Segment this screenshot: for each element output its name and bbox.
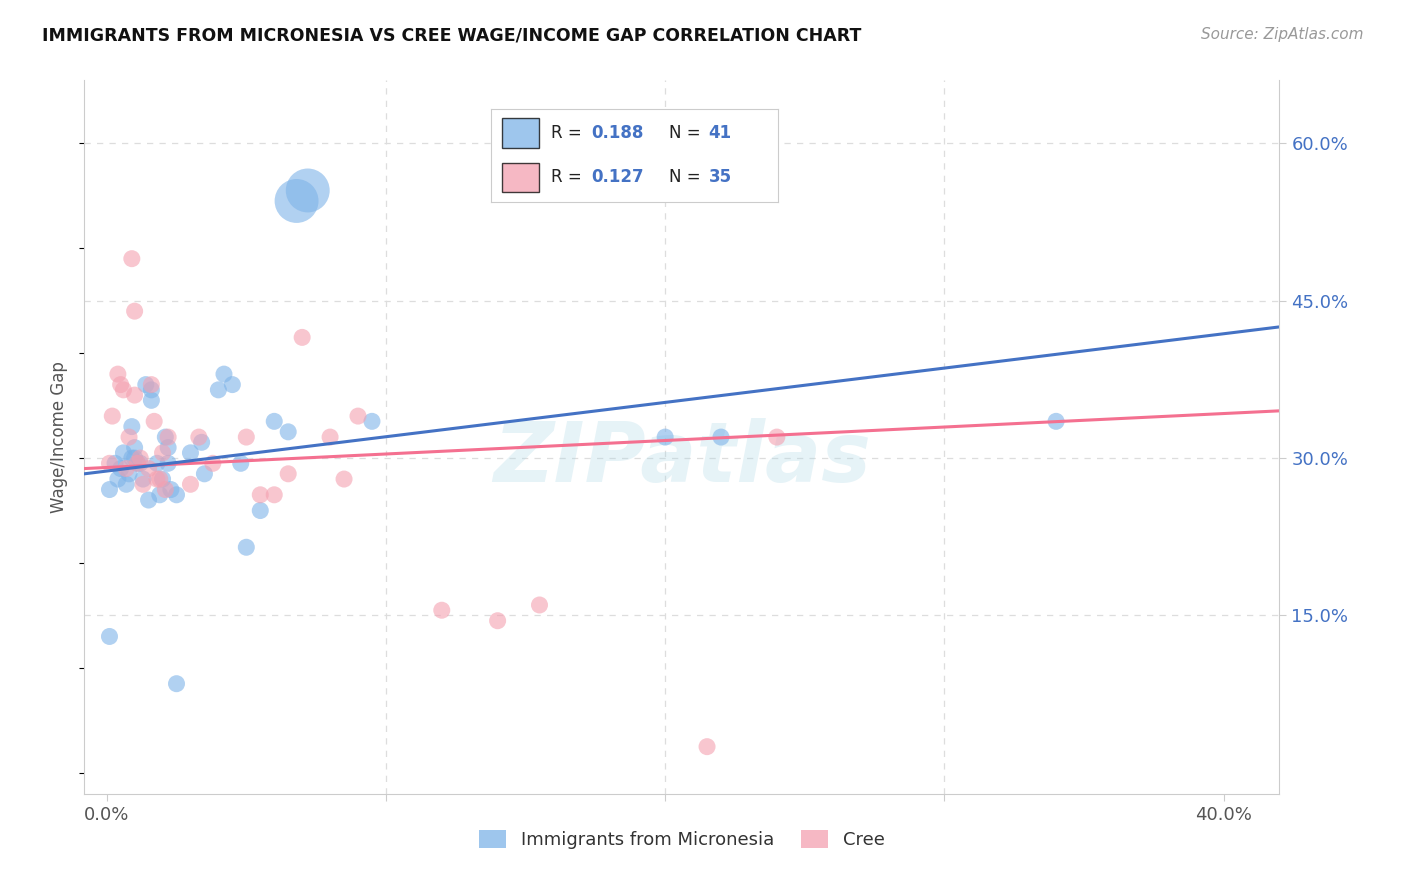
- Point: [121, 419, 143, 434]
- Point: [157, 430, 180, 444]
- Point: [297, 184, 319, 198]
- Point: [529, 598, 551, 612]
- Point: [141, 383, 163, 397]
- Point: [104, 456, 127, 470]
- Point: [179, 446, 201, 460]
- Point: [430, 603, 453, 617]
- Point: [132, 472, 155, 486]
- Point: [212, 367, 235, 381]
- Text: ZIPatlas: ZIPatlas: [494, 418, 870, 499]
- Point: [98, 483, 121, 497]
- Point: [110, 461, 132, 475]
- Point: [347, 409, 370, 423]
- Point: [127, 456, 149, 470]
- Point: [115, 461, 138, 475]
- Point: [146, 456, 169, 470]
- Text: Source: ZipAtlas.com: Source: ZipAtlas.com: [1201, 27, 1364, 42]
- Point: [190, 435, 212, 450]
- Point: [249, 503, 271, 517]
- Point: [193, 467, 215, 481]
- Point: [285, 194, 308, 208]
- Point: [291, 330, 314, 344]
- Point: [361, 414, 384, 428]
- Point: [127, 456, 149, 470]
- Point: [710, 430, 733, 444]
- Point: [121, 252, 143, 266]
- Point: [766, 430, 789, 444]
- Point: [118, 430, 141, 444]
- Point: [132, 477, 155, 491]
- Point: [277, 467, 299, 481]
- Y-axis label: Wage/Income Gap: Wage/Income Gap: [51, 361, 69, 513]
- Point: [124, 388, 146, 402]
- Point: [141, 393, 163, 408]
- Point: [115, 477, 138, 491]
- Point: [157, 456, 180, 470]
- Point: [138, 461, 160, 475]
- Point: [101, 409, 124, 423]
- Point: [124, 441, 146, 455]
- Point: [157, 441, 180, 455]
- Point: [107, 472, 129, 486]
- Point: [263, 488, 285, 502]
- Point: [229, 456, 252, 470]
- Point: [135, 377, 157, 392]
- Point: [179, 477, 201, 491]
- Point: [129, 456, 152, 470]
- Point: [152, 446, 174, 460]
- Point: [486, 614, 509, 628]
- Point: [149, 488, 172, 502]
- Point: [249, 488, 271, 502]
- Point: [1045, 414, 1067, 428]
- Legend: Immigrants from Micronesia, Cree: Immigrants from Micronesia, Cree: [472, 822, 891, 856]
- Point: [277, 425, 299, 439]
- Point: [319, 430, 342, 444]
- Point: [143, 414, 166, 428]
- Point: [155, 483, 177, 497]
- Point: [654, 430, 676, 444]
- Point: [166, 488, 188, 502]
- Point: [235, 541, 257, 555]
- Point: [110, 377, 132, 392]
- Point: [146, 472, 169, 486]
- Point: [235, 430, 257, 444]
- Point: [696, 739, 718, 754]
- Point: [129, 451, 152, 466]
- Point: [166, 676, 188, 690]
- Point: [149, 472, 172, 486]
- Point: [152, 472, 174, 486]
- Point: [98, 630, 121, 644]
- Point: [155, 430, 177, 444]
- Point: [98, 456, 121, 470]
- Point: [263, 414, 285, 428]
- Text: IMMIGRANTS FROM MICRONESIA VS CREE WAGE/INCOME GAP CORRELATION CHART: IMMIGRANTS FROM MICRONESIA VS CREE WAGE/…: [42, 27, 862, 45]
- Point: [121, 451, 143, 466]
- Point: [112, 383, 135, 397]
- Point: [160, 483, 183, 497]
- Point: [124, 451, 146, 466]
- Point: [138, 493, 160, 508]
- Point: [201, 456, 224, 470]
- Point: [221, 377, 243, 392]
- Point: [107, 367, 129, 381]
- Point: [141, 377, 163, 392]
- Point: [118, 467, 141, 481]
- Point: [333, 472, 356, 486]
- Point: [187, 430, 209, 444]
- Point: [124, 304, 146, 318]
- Point: [207, 383, 229, 397]
- Point: [112, 446, 135, 460]
